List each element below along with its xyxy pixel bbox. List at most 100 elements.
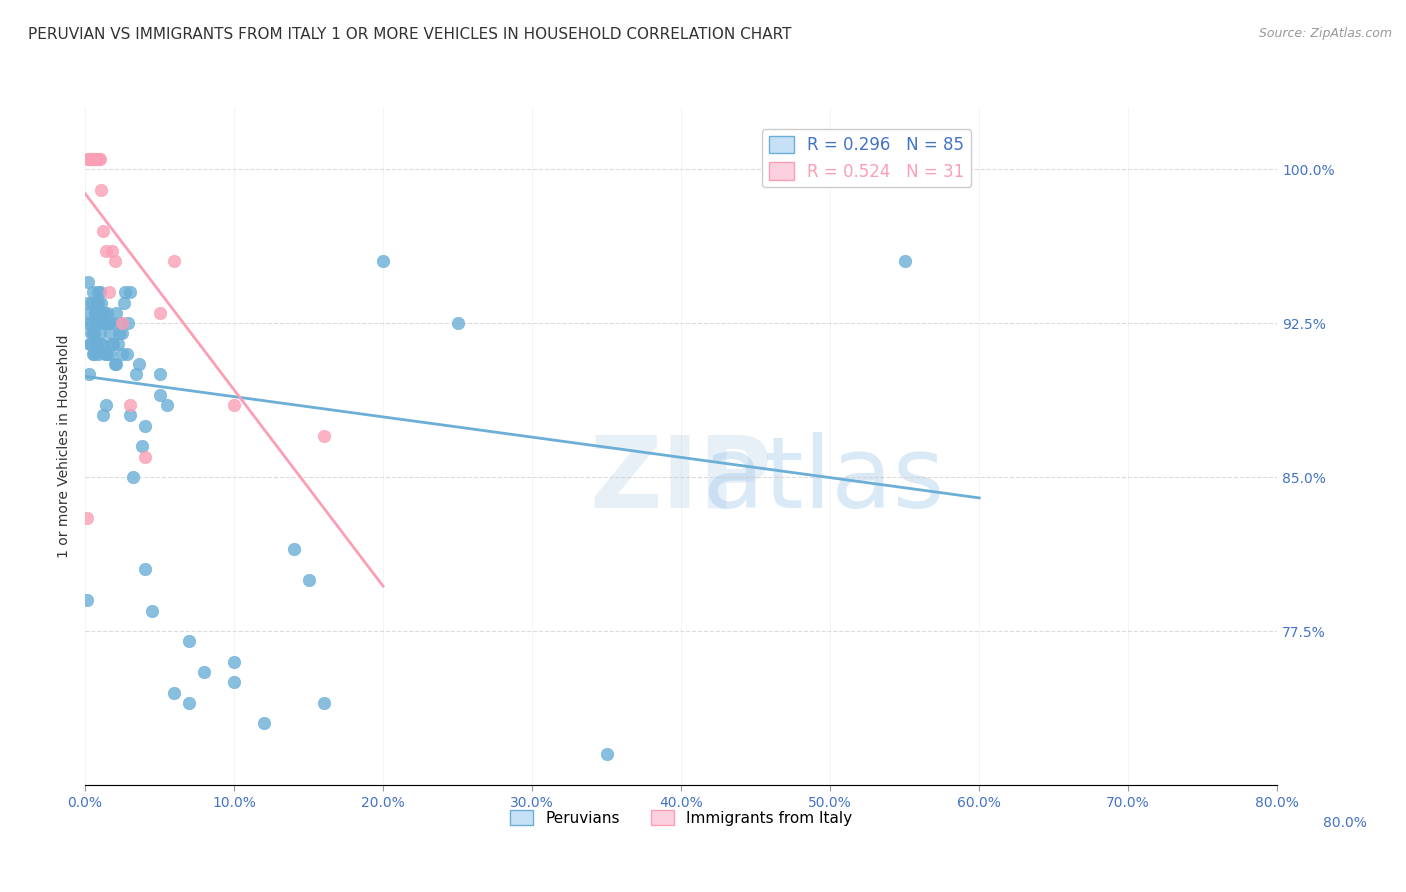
Point (96, 316, 118, 330)
Point (79, 336, 101, 351)
Point (193, 665, 215, 680)
Point (90, 183, 112, 197)
Point (111, 326, 134, 341)
Point (253, 716, 276, 731)
Point (283, 541, 305, 556)
Point (118, 398, 141, 412)
Point (77, 152, 100, 166)
Point (104, 357, 127, 371)
Point (84, 336, 107, 351)
Point (101, 244, 124, 259)
Point (105, 306, 128, 320)
Point (141, 603, 163, 617)
Point (134, 418, 156, 433)
Point (82, 285, 104, 300)
Point (149, 368, 172, 382)
Point (83, 152, 105, 166)
Point (89, 152, 111, 166)
Point (89, 152, 111, 166)
Point (91, 306, 114, 320)
Legend: Peruvians, Immigrants from Italy: Peruvians, Immigrants from Italy (505, 804, 858, 831)
Point (76, 511, 98, 525)
Point (77, 368, 100, 382)
Text: 80.0%: 80.0% (1323, 815, 1367, 830)
Point (79, 306, 101, 320)
Point (77, 275, 100, 289)
Point (82, 347, 104, 361)
Point (89, 326, 111, 341)
Point (83, 347, 105, 361)
Point (107, 336, 129, 351)
Point (91, 336, 114, 351)
Point (86, 295, 108, 310)
Point (112, 295, 135, 310)
Point (222, 398, 245, 412)
Point (101, 336, 124, 351)
Point (87, 152, 110, 166)
Point (84, 306, 107, 320)
Point (93, 316, 115, 330)
Point (149, 306, 172, 320)
Point (76, 316, 98, 330)
Text: PERUVIAN VS IMMIGRANTS FROM ITALY 1 OR MORE VEHICLES IN HOUSEHOLD CORRELATION CH: PERUVIAN VS IMMIGRANTS FROM ITALY 1 OR M… (28, 27, 792, 42)
Point (110, 316, 132, 330)
Point (84, 152, 107, 166)
Point (90, 306, 112, 320)
Point (80, 295, 103, 310)
Point (179, 634, 201, 648)
Point (103, 316, 125, 330)
Point (121, 470, 143, 484)
Point (118, 409, 141, 423)
Point (134, 562, 156, 576)
Point (96, 347, 118, 361)
Point (111, 316, 134, 330)
Point (446, 316, 468, 330)
Point (111, 347, 134, 361)
Point (83, 152, 105, 166)
Point (91, 409, 114, 423)
Point (125, 368, 148, 382)
Point (128, 357, 150, 371)
Point (82, 152, 104, 166)
Point (80, 316, 103, 330)
Point (94, 244, 117, 259)
Point (86, 152, 108, 166)
Point (114, 285, 136, 300)
Point (90, 295, 112, 310)
Point (87, 347, 110, 361)
Point (149, 388, 172, 402)
Point (134, 450, 156, 464)
Text: Source: ZipAtlas.com: Source: ZipAtlas.com (1258, 27, 1392, 40)
Point (222, 655, 245, 669)
Point (115, 347, 138, 361)
Point (86, 316, 108, 330)
Point (80, 152, 103, 166)
Point (80, 152, 103, 166)
Point (893, 152, 915, 166)
Point (163, 254, 186, 268)
Point (77, 152, 100, 166)
Text: atlas: atlas (703, 432, 945, 529)
Point (595, 747, 617, 762)
Point (91, 224, 114, 238)
Point (83, 306, 105, 320)
Point (163, 686, 186, 700)
Point (82, 326, 104, 341)
Point (93, 316, 115, 330)
Point (297, 573, 319, 587)
Point (104, 254, 127, 268)
Point (76, 593, 98, 607)
Point (156, 398, 179, 412)
Point (108, 326, 131, 341)
Y-axis label: 1 or more Vehicles in Household: 1 or more Vehicles in Household (58, 334, 72, 558)
Point (312, 429, 335, 443)
Text: ZIP: ZIP (589, 432, 773, 529)
Point (97, 316, 120, 330)
Point (94, 398, 117, 412)
Point (312, 696, 335, 710)
Point (100, 326, 122, 341)
Point (96, 306, 118, 320)
Point (179, 696, 201, 710)
Point (118, 285, 141, 300)
Point (79, 336, 101, 351)
